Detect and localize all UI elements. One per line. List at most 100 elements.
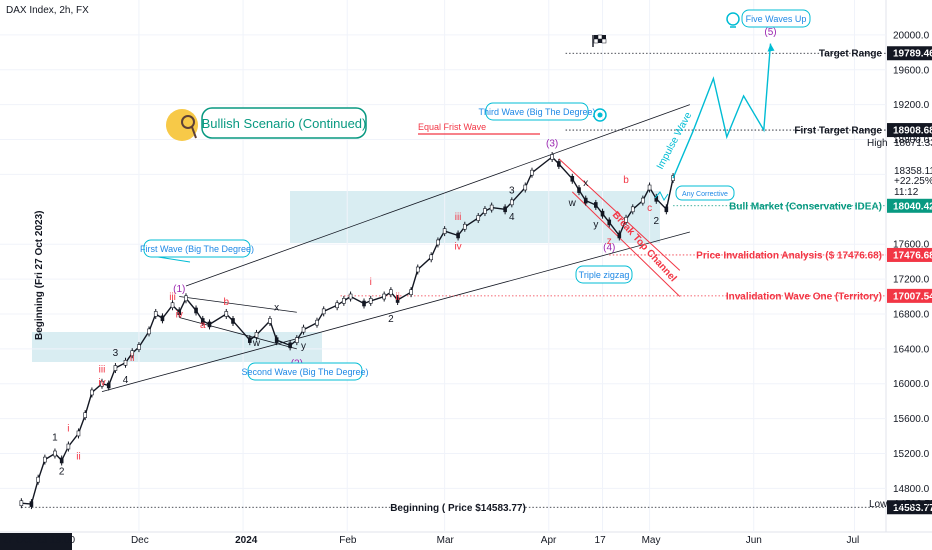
wave-label: 3 (113, 348, 119, 359)
price-candle-body (577, 187, 581, 193)
five-waves-text: Five Waves Up (746, 14, 807, 24)
price-candle-body (607, 219, 612, 226)
time-axis-ticks: 27 Oct '23 19:00 Dec 2024 Feb Mar Apr 17 May Jun… (0, 533, 859, 550)
price-candle-body (442, 228, 447, 234)
wave-label: iii (169, 292, 176, 303)
level-label-bg (393, 500, 523, 514)
current-price: 18358.11 (894, 166, 932, 177)
level-label: Beginning ( Price $14583.77) (390, 503, 526, 514)
price-candle-body (288, 342, 292, 349)
five-waves-box (741, 9, 811, 28)
price-candle-body (436, 239, 440, 246)
price-tick-label: 16000.0 (893, 379, 930, 390)
price-candle-body (476, 215, 481, 221)
five-waves-callout: Five Waves Up (726, 9, 811, 28)
time-tick-label: Feb (339, 535, 357, 546)
wave-label: w (568, 198, 577, 209)
price-candle-body (315, 319, 319, 326)
correction-channel-upper (558, 158, 681, 271)
wave-label: iii (455, 212, 462, 223)
wave-label: (4) (603, 242, 615, 253)
price-candle-body (348, 293, 353, 300)
price-candle-body (510, 199, 514, 206)
price-tick-label: 14800.0 (893, 484, 930, 495)
price-candle-body (342, 298, 346, 304)
price-candle-body (382, 293, 386, 300)
triple-zigzag-box (575, 265, 633, 284)
time-tick-label: Apr (541, 535, 557, 546)
price-candle-body (557, 161, 561, 167)
price-candle-body (100, 380, 104, 387)
price-candle-body (83, 412, 87, 418)
magnifier-handle-icon (191, 126, 197, 139)
price-tick-label: 15600.0 (893, 414, 930, 425)
price-candle-body (207, 321, 212, 328)
level-price-badge-text: 18040.42 (893, 201, 932, 212)
price-candle-body (160, 315, 165, 322)
level-lines: Target Range 19789.46 First Target Range 18… (21, 46, 932, 515)
price-candle-body (570, 175, 575, 182)
price-tick-label: 19200.0 (893, 100, 930, 111)
price-badges: High 18671.33 18358.11 +22.25% 11:12 Low… (867, 138, 932, 510)
price-candle-body (335, 302, 339, 309)
price-candle-body (483, 208, 487, 214)
wave-label: y (593, 220, 598, 231)
price-tick-label: 17600.0 (893, 240, 930, 251)
checkered-flag-icon (592, 34, 607, 47)
wave-label: z (607, 236, 612, 247)
wave-label: i (370, 277, 372, 288)
price-candle-body (489, 204, 494, 211)
price-tick-label: 19600.0 (893, 65, 930, 76)
equal-first-wave-marker: Equal Frist Wave (418, 122, 540, 135)
any-corrective-zigzag (654, 191, 669, 201)
price-candle-body (113, 365, 118, 371)
price-candle-body (153, 311, 158, 317)
wave-label: a (200, 320, 206, 331)
price-candle-body (641, 197, 645, 204)
price-candle-body (29, 501, 34, 507)
price-candle-body (130, 350, 135, 357)
wave-label: b (623, 175, 629, 186)
level-label: Bull Market (Conservative IDEA) (729, 201, 882, 212)
level-label: Target Range (819, 49, 883, 60)
consolidation-box-left (32, 332, 322, 362)
level-price-badge (887, 288, 932, 303)
wave-label: iv (454, 241, 461, 252)
wave-label: iv (176, 309, 183, 320)
level-price-badge (887, 123, 932, 138)
wave-label: ii (395, 292, 399, 303)
price-candle-body (429, 254, 434, 261)
level-price-badge-text: 19789.46 (893, 49, 932, 60)
eye-icon (593, 108, 607, 122)
level-price-badge-text: 17476.68 (893, 250, 932, 261)
bullish-scenario-text: Bullish Scenario (Continued) (202, 116, 367, 131)
price-tick-label: 20000.0 (893, 30, 930, 41)
first-wave-box (143, 239, 251, 258)
bullish-scenario-box (201, 107, 367, 139)
wave-label: 1 (52, 432, 58, 443)
price-candle-body (254, 332, 259, 338)
time-tick-label: 27 Oct '23 19:00 (2, 535, 76, 546)
flag-cell (593, 38, 599, 44)
wave-label: 4 (123, 375, 129, 386)
price-candle-body (664, 206, 669, 213)
price-candle-body (395, 297, 400, 303)
channel-upper-line (185, 104, 691, 287)
price-candle-body (415, 266, 420, 273)
level-price-badge-text: 18908.68 (893, 126, 932, 137)
price-candle-body (583, 197, 588, 204)
price-series (19, 43, 775, 510)
price-candle-body (600, 210, 605, 217)
level-price-badge (887, 198, 932, 213)
price-tick-label: 17200.0 (893, 275, 930, 286)
time-tick-label: May (642, 535, 661, 546)
triple-zigzag-text: Triple zigzag (579, 270, 630, 280)
first-wave-pointer (157, 256, 191, 263)
price-candle-body (106, 382, 111, 389)
wave-label: iv (98, 377, 105, 388)
price-candle-body (66, 443, 71, 450)
price-candle-body (36, 476, 40, 483)
channel-lower-line (101, 231, 690, 392)
wave-label: x (274, 302, 279, 313)
